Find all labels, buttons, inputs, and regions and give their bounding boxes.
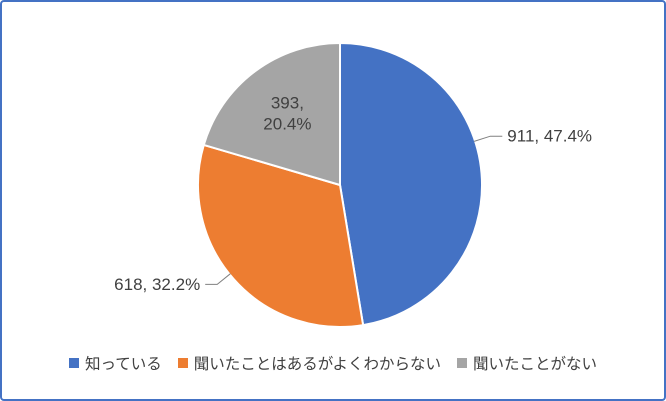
legend-label: 知っている	[85, 356, 162, 373]
pie-chart-svg: 911, 47.4% 618, 32.2% 393, 20.4%	[114, 42, 592, 328]
pie-chart-area: 911, 47.4% 618, 32.2% 393, 20.4%	[2, 2, 664, 342]
label-leader-line	[473, 135, 503, 142]
legend-label: 聞いたことがない	[472, 356, 597, 373]
legend-item-1: 知っている	[69, 352, 162, 374]
label-leader-line	[205, 273, 231, 285]
legend-label: 聞いたことはあるがよくわからない	[193, 356, 441, 373]
legend-swatch	[69, 358, 79, 368]
data-label: 393, 20.4%	[263, 94, 311, 134]
data-label: 618, 32.2%	[114, 275, 200, 294]
legend-item-2: 聞いたことはあるがよくわからない	[177, 352, 441, 374]
pie-slice-1	[339, 42, 483, 327]
chart-legend: 知っている 聞いたことはあるがよくわからない 聞いたことがない	[2, 342, 664, 399]
legend-item-3: 聞いたことがない	[456, 352, 597, 374]
data-label: 911, 47.4%	[507, 127, 592, 146]
pie-slice-2	[197, 143, 365, 328]
legend-swatch	[456, 358, 467, 368]
legend-swatch	[177, 358, 188, 368]
pie-slice-3	[202, 42, 341, 186]
